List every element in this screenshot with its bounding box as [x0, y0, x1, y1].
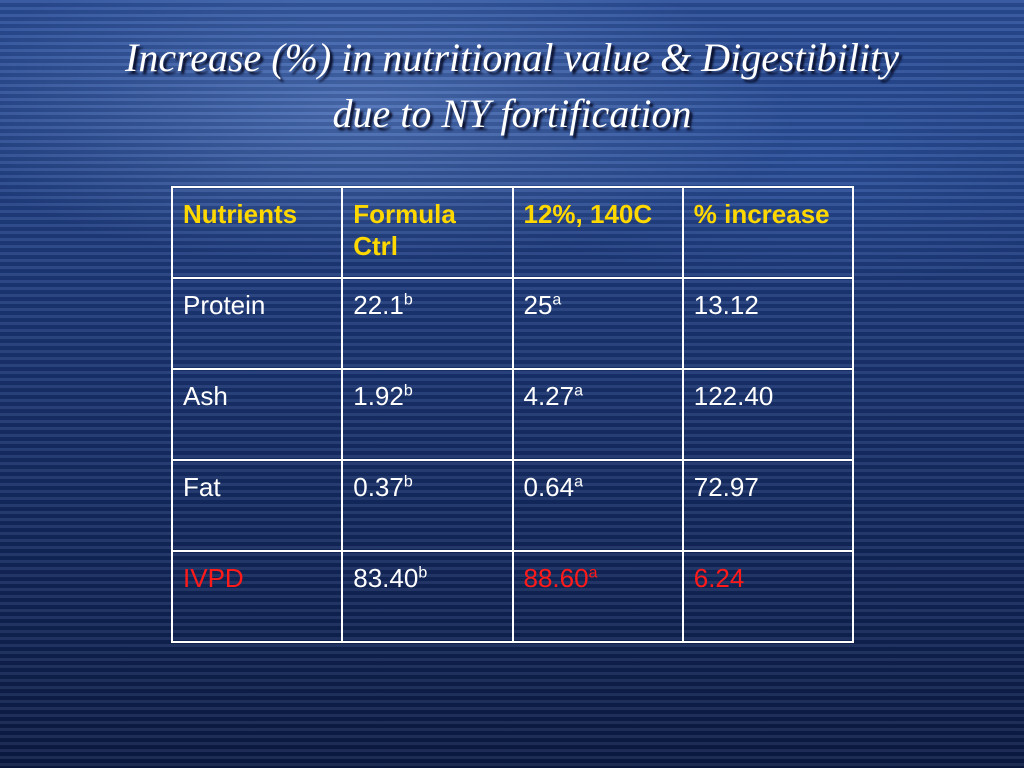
ctrl-cell: 83.40b: [341, 550, 514, 643]
nutrient-cell: Fat: [170, 459, 344, 552]
ctrl-cell: 22.1b: [341, 277, 514, 370]
ctrl-cell: 1.92b: [341, 368, 514, 461]
ctrl-cell: 0.37b: [341, 459, 514, 552]
treated-cell-highlighted: 88.60a: [511, 550, 684, 643]
treated-cell: 0.64a: [511, 459, 684, 552]
ctrl-superscript: b: [403, 473, 413, 491]
table-row: Fat 0.37b 0.64a 72.97: [170, 459, 855, 552]
ctrl-superscript: b: [403, 382, 413, 400]
nutrient-cell-highlighted: IVPD: [170, 550, 344, 643]
increase-cell: 122.40: [681, 368, 855, 461]
treated-cell: 25a: [511, 277, 684, 370]
treated-value: 25: [523, 290, 553, 320]
ctrl-value: 83.40: [353, 563, 419, 593]
table-row: Protein 22.1b 25a 13.12: [170, 277, 855, 370]
nutrition-table: Nutrients Formula Ctrl 12%, 140C % incre…: [170, 186, 855, 643]
ctrl-superscript: b: [403, 291, 413, 309]
header-nutrients: Nutrients: [170, 186, 344, 279]
table-row: Ash 1.92b 4.27a 122.40: [170, 368, 855, 461]
treated-value: 0.64: [523, 472, 575, 502]
treated-superscript: a: [574, 382, 584, 400]
ctrl-value: 0.37: [353, 472, 404, 502]
slide-title-line-2: due to NY fortification: [332, 91, 692, 136]
treated-cell: 4.27a: [511, 368, 684, 461]
increase-cell: 13.12: [681, 277, 855, 370]
ctrl-value: 1.92: [353, 381, 404, 411]
header-percent-increase: % increase: [681, 186, 855, 279]
slide-title-line-1: Increase (%) in nutritional value & Dige…: [125, 35, 899, 80]
header-formula-ctrl: Formula Ctrl: [341, 186, 514, 279]
ctrl-superscript: b: [418, 564, 428, 582]
nutrient-cell: Protein: [170, 277, 344, 370]
table-header-row: Nutrients Formula Ctrl 12%, 140C % incre…: [170, 186, 855, 279]
treated-superscript: a: [552, 291, 562, 309]
nutrient-cell: Ash: [170, 368, 344, 461]
treated-superscript: a: [574, 473, 584, 491]
treated-value: 88.60: [523, 563, 589, 593]
ctrl-value: 22.1: [353, 290, 404, 320]
slide-title: Increase (%) in nutritional value & Dige…: [0, 30, 1024, 142]
increase-cell-highlighted: 6.24: [681, 550, 855, 643]
treated-value: 4.27: [523, 381, 575, 411]
increase-cell: 72.97: [681, 459, 855, 552]
header-12-140c: 12%, 140C: [511, 186, 684, 279]
table-row: IVPD 83.40b 88.60a 6.24: [170, 550, 855, 643]
treated-superscript: a: [588, 564, 598, 582]
